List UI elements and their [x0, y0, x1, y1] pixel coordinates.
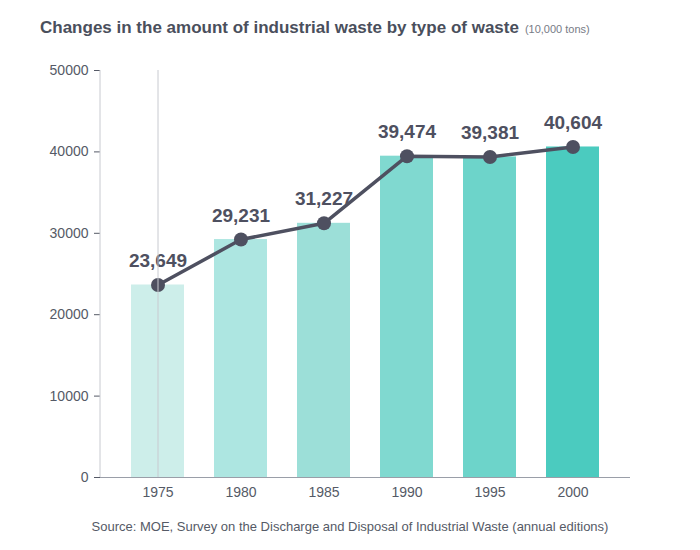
svg-text:1975: 1975 [142, 484, 173, 500]
html-text:Changes in the amount of indus: Changes in the amount of industrial wast… [40, 18, 590, 37]
svg-text:1990: 1990 [391, 484, 422, 500]
html-text:Source: MOE, Survey on the Dis: Source: MOE, Survey on the Discharge and… [91, 519, 609, 534]
svg-text:1995: 1995 [474, 484, 505, 500]
svg-text:30000: 30000 [50, 225, 89, 241]
svg-text:20000: 20000 [50, 306, 89, 322]
svg-text:1980: 1980 [225, 484, 256, 500]
svg-text:0: 0 [81, 469, 89, 485]
svg-text:2000: 2000 [557, 484, 588, 500]
svg-text:31,227: 31,227 [295, 188, 353, 209]
svg-text:10000: 10000 [50, 388, 89, 404]
svg-text:40,604: 40,604 [544, 112, 603, 133]
svg-text:1985: 1985 [308, 484, 339, 500]
svg-text:23,649: 23,649 [128, 250, 188, 272]
svg-text:39,474: 39,474 [378, 121, 437, 142]
svg-text:39,381: 39,381 [461, 122, 520, 143]
svg-text:29,231: 29,231 [212, 205, 271, 226]
svg-text:40000: 40000 [50, 143, 89, 159]
svg-text:50000: 50000 [50, 62, 89, 78]
